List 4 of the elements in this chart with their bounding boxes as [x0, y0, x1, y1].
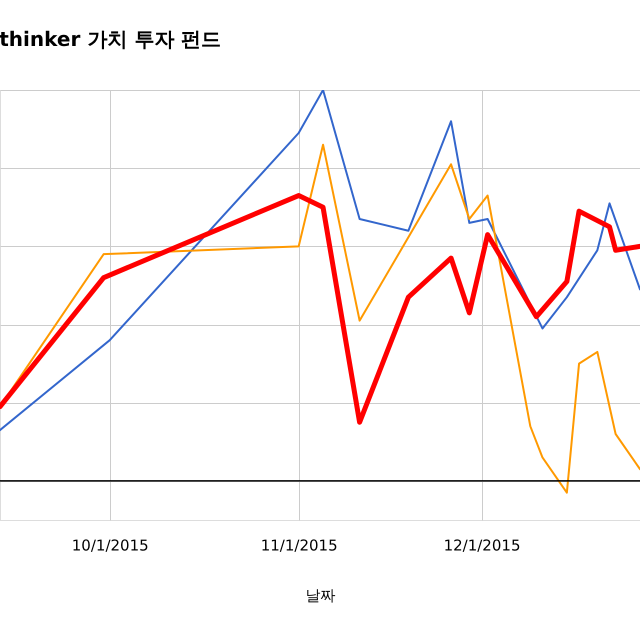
x-axis-title: 날짜	[306, 586, 336, 604]
x-tick-label: 12/1/2015	[444, 536, 520, 554]
x-tick-label: 11/1/2015	[260, 536, 338, 554]
x-tick-label: 10/1/2015	[72, 536, 149, 554]
